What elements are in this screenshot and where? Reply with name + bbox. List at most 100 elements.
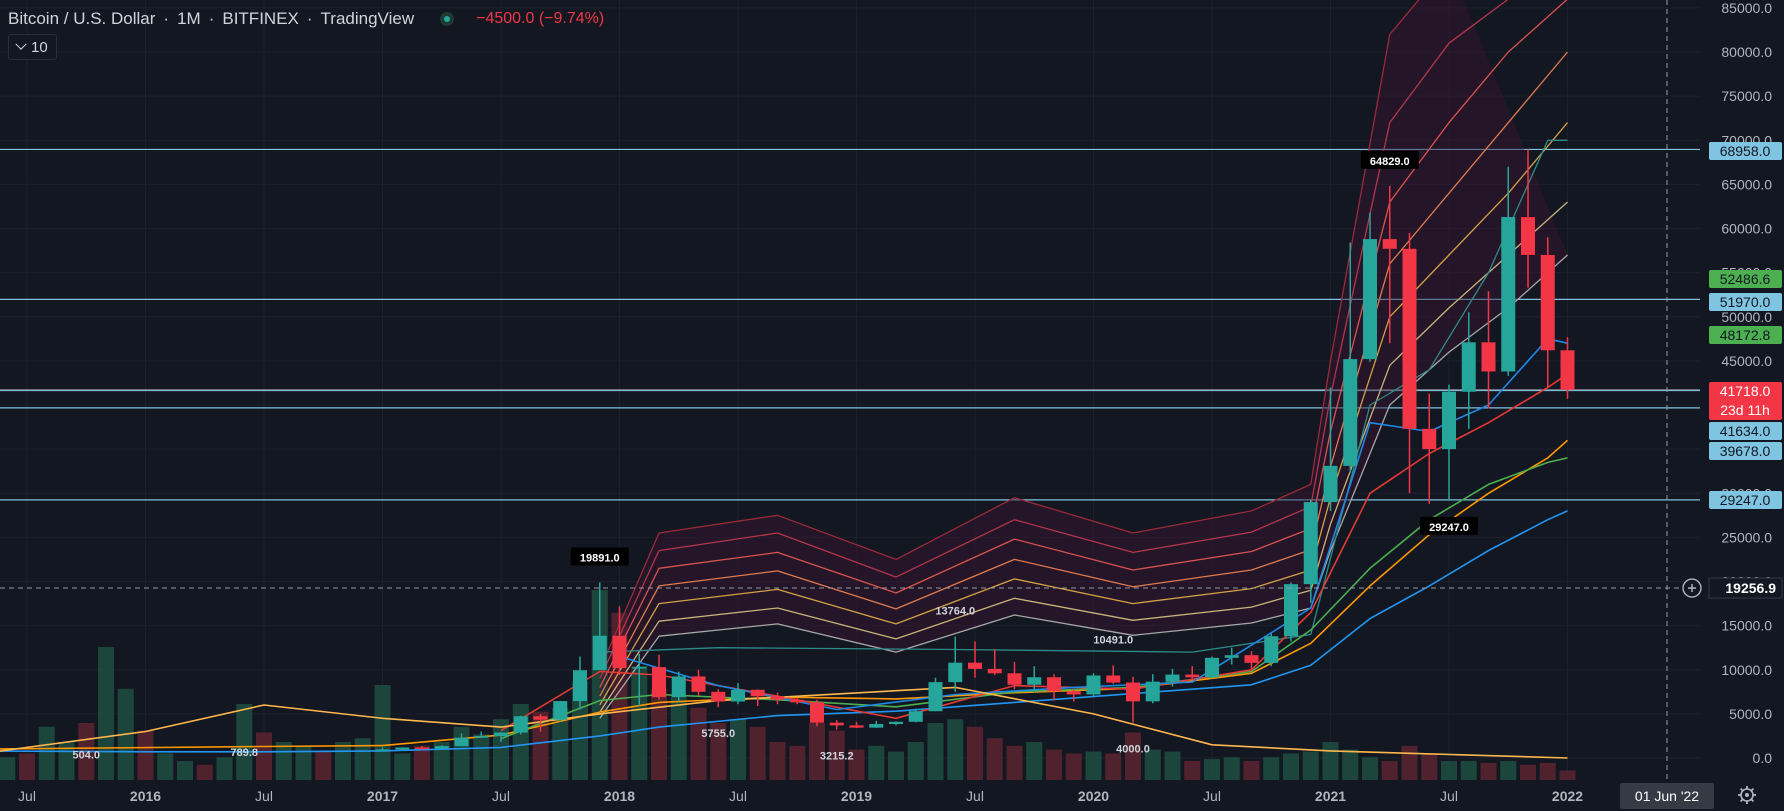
candle-body[interactable] (395, 747, 410, 750)
candle-body[interactable] (790, 699, 805, 703)
candle-body[interactable] (869, 724, 884, 728)
volume-bar (690, 707, 707, 780)
horizontal-levels (0, 148, 1700, 501)
candle-body[interactable] (1244, 655, 1259, 663)
candle-body[interactable] (1027, 677, 1042, 685)
time-tick-label: 2020 (1078, 788, 1109, 804)
candle-body[interactable] (731, 689, 745, 702)
candle-body[interactable] (1185, 674, 1200, 678)
candle-body[interactable] (592, 635, 607, 671)
candle-body[interactable] (1165, 674, 1180, 682)
volume-bar (1065, 753, 1082, 780)
candle-body[interactable] (1066, 691, 1081, 695)
candle-body[interactable] (1323, 465, 1338, 503)
candle-body[interactable] (1106, 675, 1121, 683)
candle-body[interactable] (1264, 636, 1279, 663)
candle-body[interactable] (494, 732, 508, 737)
candle-body[interactable] (1363, 239, 1377, 360)
volume-bar (196, 764, 213, 780)
candle-body[interactable] (908, 711, 923, 722)
price-label-box (1420, 516, 1478, 535)
candle-body[interactable] (1461, 342, 1476, 392)
volume-bar (1362, 757, 1378, 780)
price-annotations: 504.0 789.8 19891.0 5755.0 3215.2 13764.0 1049… (72, 150, 1478, 763)
price-label: 13764.0 (935, 606, 975, 618)
candle-body[interactable] (810, 702, 824, 723)
candle-body[interactable] (1521, 217, 1535, 255)
time-axis[interactable]: Jul 2016 Jul 2017 Jul 2018 Jul 2019 Jul 2020 Jul 20… (0, 781, 1714, 811)
candle-body[interactable] (632, 667, 647, 669)
candle-body[interactable] (928, 682, 943, 712)
candle-body[interactable] (513, 716, 528, 733)
indicators-toggle-button[interactable]: 10 (8, 34, 57, 60)
candle-body[interactable] (1126, 682, 1140, 702)
candle-body[interactable] (968, 662, 982, 669)
candle-body[interactable] (1560, 350, 1575, 390)
candle-body[interactable] (671, 676, 686, 698)
band-line (599, 254, 1568, 719)
candle-body[interactable] (1343, 359, 1358, 466)
candle-body[interactable] (889, 721, 903, 725)
candle-body[interactable] (948, 662, 963, 683)
price-badge (1709, 142, 1782, 160)
volume-bar (19, 753, 35, 780)
symbol-header: Bitcoin / U.S. Dollar · 1M · BITFINEX · … (8, 7, 604, 31)
candle-body[interactable] (652, 667, 666, 698)
volume-bar (354, 738, 371, 780)
candle-body[interactable] (987, 668, 1002, 674)
settings-gear-icon[interactable] (1738, 786, 1756, 804)
volume-bar (1520, 764, 1536, 780)
volume-bar (315, 751, 332, 780)
volume-bar (967, 726, 983, 780)
candles[interactable] (375, 149, 1575, 752)
candle-body[interactable] (375, 749, 390, 751)
candle-body[interactable] (454, 737, 469, 747)
symbol-name[interactable]: Bitcoin / U.S. Dollar (8, 9, 156, 28)
candle-body[interactable] (1402, 248, 1417, 429)
candle-body[interactable] (474, 736, 489, 738)
candle-body[interactable] (1481, 342, 1496, 372)
market-status-icon[interactable] (440, 12, 455, 26)
time-tick-label: Jul (492, 788, 510, 804)
interval-label[interactable]: 1M (177, 9, 201, 28)
candle-body[interactable] (573, 670, 587, 702)
candle-body[interactable] (612, 635, 627, 668)
volume-bar (157, 753, 174, 780)
time-tick-label: Jul (1440, 788, 1458, 804)
price-badge-label: 41718.0 (1720, 383, 1771, 399)
separator: · (163, 9, 170, 28)
cursor-date-label: 01 Jun '22 (1635, 788, 1699, 804)
candle-body[interactable] (1145, 681, 1160, 702)
volume-bar (1164, 751, 1181, 780)
candle-body[interactable] (770, 696, 785, 700)
candle-body[interactable] (711, 691, 726, 702)
candle-body[interactable] (1303, 502, 1318, 585)
candle-body[interactable] (1007, 673, 1022, 685)
candle-body[interactable] (1224, 655, 1239, 658)
volume-bar (1283, 753, 1299, 780)
candle-body[interactable] (553, 701, 568, 720)
volume-bar (1302, 751, 1319, 780)
candle-body[interactable] (1442, 391, 1456, 450)
candle-body[interactable] (1382, 239, 1397, 249)
band-line (599, 201, 1568, 713)
candle-body[interactable] (829, 722, 844, 726)
candle-body[interactable] (1501, 217, 1516, 372)
candle-body[interactable] (533, 716, 548, 720)
candle-body[interactable] (1086, 675, 1101, 695)
candle-body[interactable] (849, 725, 864, 728)
candle-body[interactable] (1422, 428, 1437, 450)
candle-body[interactable] (1205, 657, 1219, 678)
candle-body[interactable] (1284, 584, 1298, 637)
time-tick-label: 2018 (604, 788, 635, 804)
candle-body[interactable] (750, 689, 765, 697)
add-alert-plus-icon[interactable] (1682, 578, 1702, 598)
price-label: 4000.0 (1116, 744, 1150, 756)
candle-body[interactable] (1047, 677, 1061, 692)
candle-body[interactable] (691, 676, 706, 692)
candle-body[interactable] (434, 746, 449, 749)
candle-body[interactable] (1540, 254, 1555, 351)
candle-body[interactable] (415, 747, 429, 749)
price-label: 789.8 (230, 747, 258, 759)
